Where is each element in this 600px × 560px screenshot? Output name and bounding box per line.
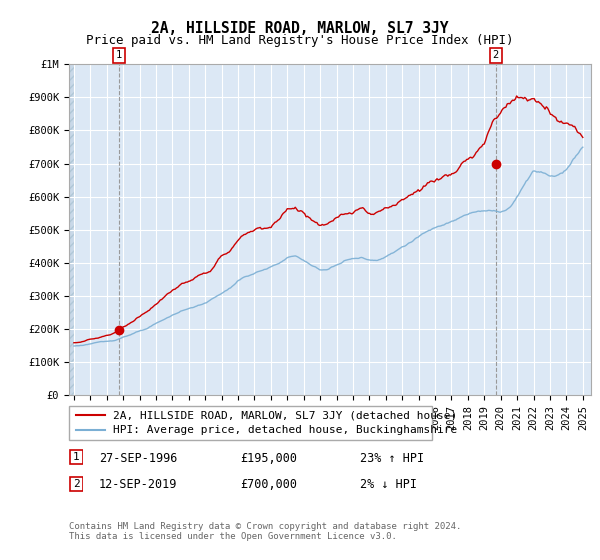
Text: 2: 2: [73, 479, 80, 489]
FancyBboxPatch shape: [70, 477, 83, 491]
Text: 23% ↑ HPI: 23% ↑ HPI: [360, 451, 424, 465]
Text: 12-SEP-2019: 12-SEP-2019: [99, 478, 178, 492]
Text: 2A, HILLSIDE ROAD, MARLOW, SL7 3JY: 2A, HILLSIDE ROAD, MARLOW, SL7 3JY: [151, 21, 449, 36]
FancyBboxPatch shape: [69, 406, 432, 440]
Text: £195,000: £195,000: [240, 451, 297, 465]
Text: 27-SEP-1996: 27-SEP-1996: [99, 451, 178, 465]
Text: HPI: Average price, detached house, Buckinghamshire: HPI: Average price, detached house, Buck…: [113, 425, 457, 435]
Text: 2A, HILLSIDE ROAD, MARLOW, SL7 3JY (detached house): 2A, HILLSIDE ROAD, MARLOW, SL7 3JY (deta…: [113, 410, 457, 421]
Text: 2% ↓ HPI: 2% ↓ HPI: [360, 478, 417, 492]
Text: 1: 1: [116, 50, 122, 60]
Text: Contains HM Land Registry data © Crown copyright and database right 2024.
This d: Contains HM Land Registry data © Crown c…: [69, 522, 461, 542]
FancyBboxPatch shape: [70, 450, 83, 464]
Text: £700,000: £700,000: [240, 478, 297, 492]
Text: 2: 2: [493, 50, 499, 60]
Bar: [69, 64, 74, 395]
Text: Price paid vs. HM Land Registry's House Price Index (HPI): Price paid vs. HM Land Registry's House …: [86, 34, 514, 46]
Text: 1: 1: [73, 452, 80, 462]
